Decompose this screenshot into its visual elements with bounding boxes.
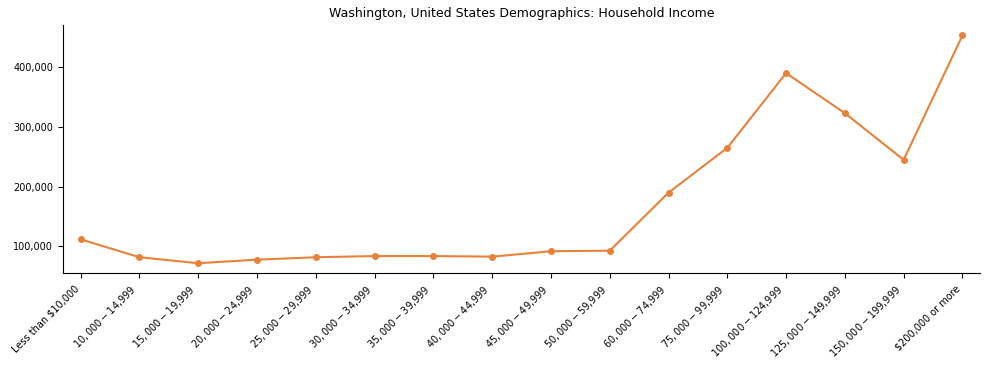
Title: Washington, United States Demographics: Household Income: Washington, United States Demographics: … [328, 7, 714, 20]
